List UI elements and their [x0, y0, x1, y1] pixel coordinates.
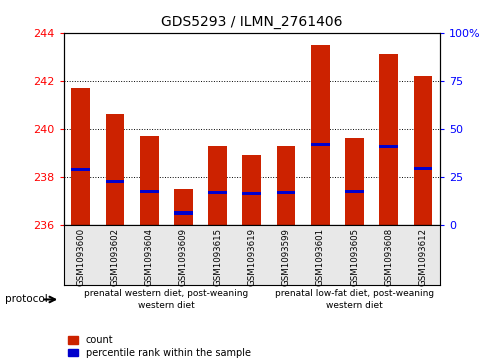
Bar [71, 168, 90, 171]
Legend: count, percentile rank within the sample: count, percentile rank within the sample [68, 335, 250, 358]
Bar [276, 191, 295, 194]
Bar [413, 167, 431, 170]
Bar [379, 54, 397, 225]
Text: prenatal low-fat diet, post-weaning
western diet: prenatal low-fat diet, post-weaning west… [274, 289, 433, 310]
Text: GSM1093608: GSM1093608 [384, 228, 392, 286]
Bar [174, 212, 192, 215]
Bar [413, 76, 431, 225]
Text: GSM1093609: GSM1093609 [179, 228, 187, 286]
Text: prenatal western diet, post-weaning
western diet: prenatal western diet, post-weaning west… [84, 289, 248, 310]
Text: GSM1093600: GSM1093600 [76, 228, 85, 286]
Bar [208, 191, 226, 194]
Bar [242, 192, 261, 195]
Text: GSM1093615: GSM1093615 [213, 228, 222, 286]
Text: GSM1093605: GSM1093605 [349, 228, 358, 286]
Bar [310, 143, 329, 146]
Text: GSM1093612: GSM1093612 [418, 228, 427, 286]
Bar [276, 146, 295, 225]
Text: GSM1093604: GSM1093604 [144, 228, 153, 286]
Text: GSM1093602: GSM1093602 [110, 228, 119, 286]
Bar [105, 180, 124, 183]
Text: GSM1093599: GSM1093599 [281, 228, 290, 286]
Bar [242, 155, 261, 225]
Bar [140, 136, 158, 225]
Bar [105, 114, 124, 225]
Bar [174, 189, 192, 225]
Text: GSM1093601: GSM1093601 [315, 228, 324, 286]
Title: GDS5293 / ILMN_2761406: GDS5293 / ILMN_2761406 [161, 15, 342, 29]
Bar [140, 190, 158, 193]
Bar [71, 88, 90, 225]
Bar [310, 45, 329, 225]
Bar [208, 146, 226, 225]
Bar [345, 190, 363, 193]
Bar [379, 145, 397, 148]
Text: protocol: protocol [5, 294, 47, 305]
Bar [345, 139, 363, 225]
Text: GSM1093619: GSM1093619 [247, 228, 256, 286]
